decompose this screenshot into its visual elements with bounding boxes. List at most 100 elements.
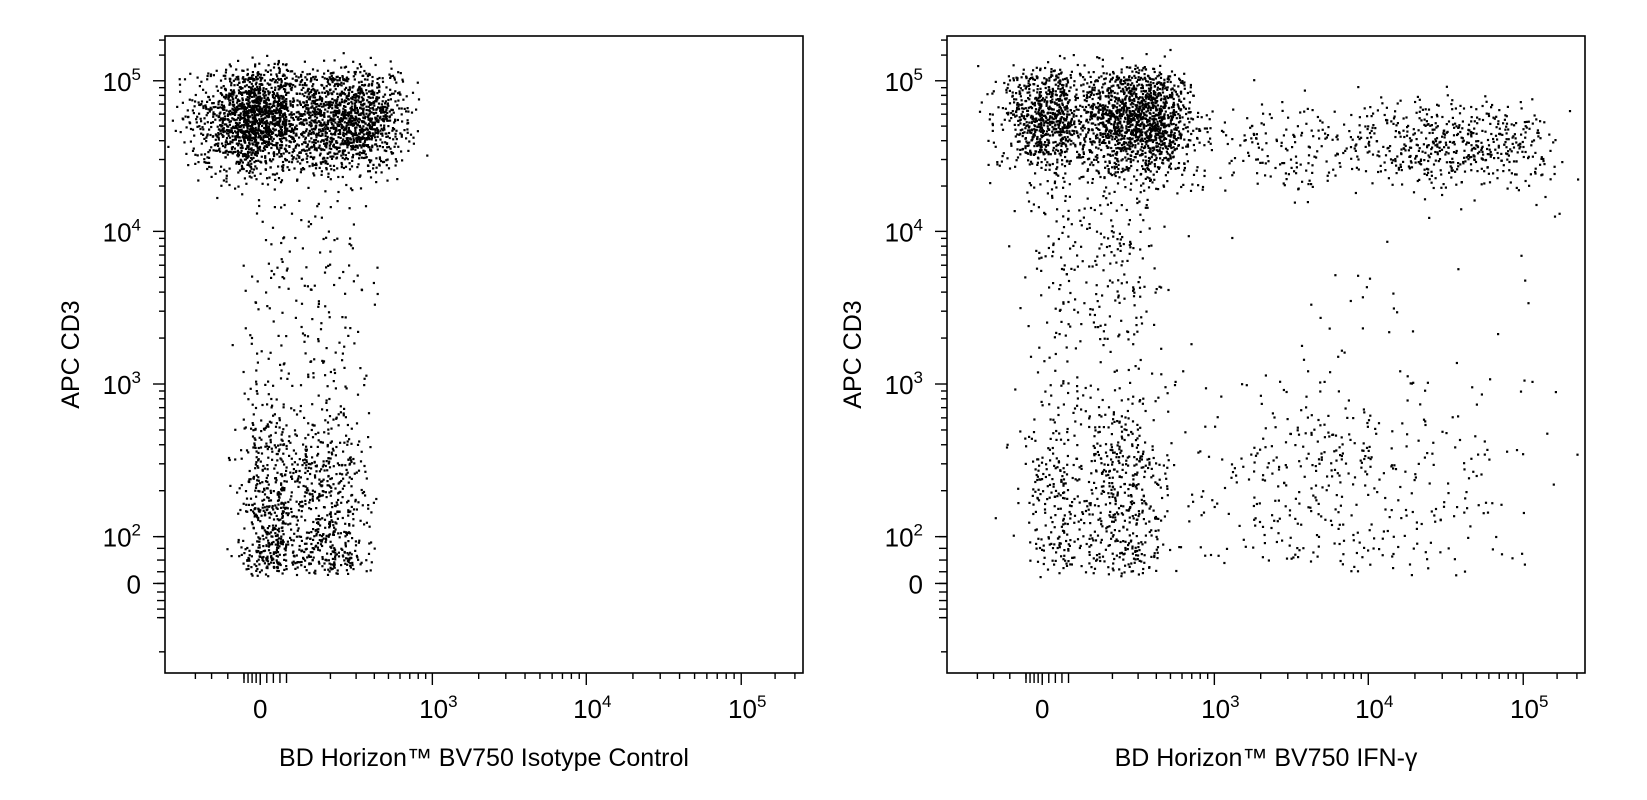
event-point [347, 514, 350, 517]
event-point [1019, 122, 1022, 125]
event-point [331, 557, 334, 560]
event-point [372, 93, 375, 96]
event-point [1032, 69, 1035, 72]
event-point [259, 149, 262, 152]
event-point [1019, 148, 1022, 151]
event-point [327, 92, 330, 95]
event-point [228, 123, 231, 126]
event-point [236, 83, 239, 86]
event-point [374, 171, 378, 174]
event-point [1182, 82, 1185, 85]
event-point [299, 114, 302, 117]
event-point [1156, 120, 1159, 123]
event-point [237, 185, 240, 188]
event-point [333, 562, 336, 565]
event-point [284, 553, 287, 556]
event-point [374, 100, 377, 103]
event-point [296, 529, 299, 532]
event-point [1113, 128, 1116, 131]
event-point [252, 510, 255, 513]
event-point [250, 111, 253, 114]
event-point [250, 167, 253, 170]
event-point [225, 132, 229, 135]
event-point [305, 445, 308, 448]
event-point [1095, 106, 1098, 109]
event-point [258, 490, 261, 493]
event-point [1091, 97, 1094, 101]
event-point [381, 146, 384, 149]
event-point [176, 105, 179, 108]
event-point [335, 501, 338, 504]
event-point [251, 422, 254, 425]
event-point [313, 139, 316, 142]
event-point [305, 266, 308, 269]
event-point [278, 70, 281, 73]
event-point [217, 142, 220, 145]
event-point [357, 99, 360, 102]
event-point [1084, 140, 1087, 143]
event-point [350, 148, 353, 151]
event-point [287, 440, 290, 443]
event-point [280, 526, 283, 529]
event-point [317, 120, 320, 123]
event-point [253, 444, 256, 447]
event-point [284, 107, 287, 110]
event-point [273, 104, 276, 108]
event-point [238, 487, 241, 490]
event-point [363, 117, 366, 120]
event-point [259, 482, 262, 485]
event-point [1139, 131, 1142, 134]
event-point [267, 496, 270, 500]
event-point [306, 73, 309, 76]
event-point [251, 56, 254, 59]
event-point [350, 553, 353, 556]
event-point [328, 415, 332, 418]
event-point [203, 122, 206, 125]
event-point [254, 301, 257, 304]
event-point [264, 127, 268, 130]
event-point [986, 93, 989, 96]
event-point [358, 138, 361, 141]
event-point [382, 161, 385, 164]
event-point [365, 108, 368, 112]
event-point [270, 106, 273, 109]
event-point [267, 142, 270, 145]
event-point [322, 160, 325, 163]
event-point [340, 90, 343, 93]
event-point [235, 160, 238, 163]
event-point [232, 79, 235, 82]
event-point [363, 78, 367, 81]
event-point [379, 138, 382, 141]
event-point [1115, 98, 1118, 101]
event-point [313, 163, 316, 167]
event-point [264, 161, 267, 164]
event-point [238, 169, 242, 172]
event-point [977, 65, 980, 68]
event-point [282, 503, 286, 506]
event-point [303, 60, 306, 63]
event-point [367, 507, 370, 510]
event-point [341, 316, 344, 319]
event-point [291, 70, 294, 73]
event-point [231, 141, 234, 144]
event-point [351, 86, 354, 89]
event-point [235, 126, 238, 129]
event-point [329, 441, 332, 444]
event-point [218, 119, 221, 122]
event-point [306, 149, 309, 152]
event-point [246, 546, 249, 550]
event-point [237, 104, 240, 107]
event-point [281, 97, 284, 100]
event-point [322, 105, 325, 108]
event-point [1146, 176, 1149, 179]
event-point [348, 242, 351, 246]
event-point [270, 132, 273, 135]
event-point [313, 143, 316, 147]
event-point [223, 106, 226, 109]
event-point [301, 78, 304, 82]
event-point [303, 131, 306, 134]
event-point [383, 118, 386, 121]
event-point [189, 140, 192, 143]
event-point [311, 559, 314, 562]
event-point [261, 499, 264, 502]
